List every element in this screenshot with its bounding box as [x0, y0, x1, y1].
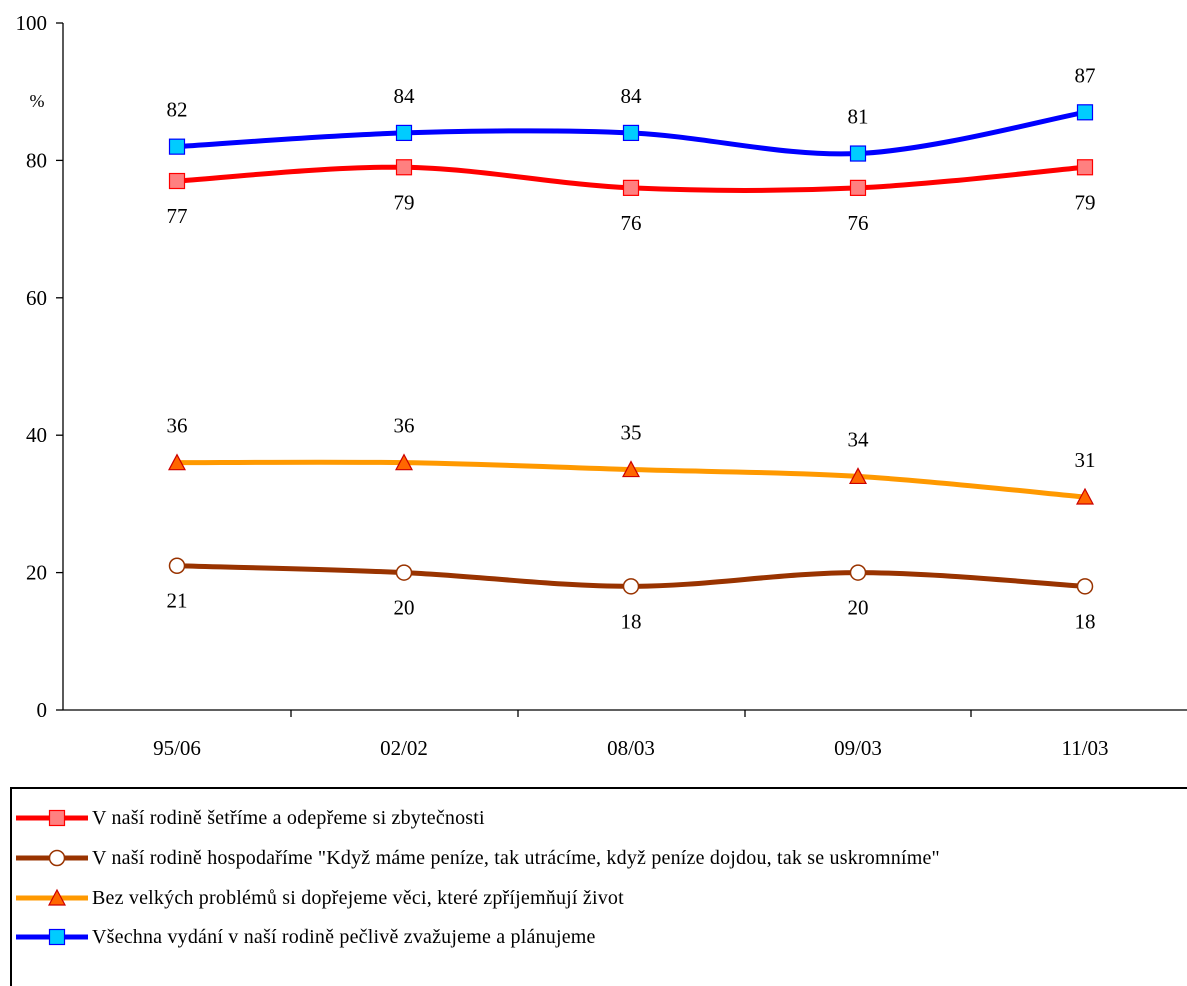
- legend-label: V naší rodině hospodaříme "Když máme pen…: [92, 846, 940, 869]
- data-label-0-0: 77: [167, 204, 188, 228]
- y-unit-label: %: [30, 91, 45, 111]
- data-point-1-0: [168, 557, 186, 574]
- legend-swatch-marker: [48, 928, 66, 946]
- y-tick-label: 60: [26, 286, 47, 310]
- y-tick-label: 80: [26, 148, 47, 172]
- data-label-3-1: 84: [394, 84, 416, 108]
- legend-swatch-marker: [48, 809, 66, 827]
- data-point-2-2: [622, 460, 640, 478]
- x-tick-label: 08/03: [607, 736, 655, 760]
- y-tick-label: 20: [26, 561, 47, 585]
- data-point-2-3: [849, 467, 867, 485]
- chart-axes: 0 20 40 60 80 100 95/06 02/02 08/03 09/03 11/03%: [16, 11, 1187, 760]
- data-label-1-2: 18: [621, 609, 642, 633]
- legend-label: Všechna vydání v naší rodině pečlivě zva…: [92, 925, 596, 948]
- legend-swatch: [16, 849, 88, 867]
- data-label-2-1: 36: [394, 414, 415, 438]
- data-point-0-2: [622, 179, 640, 196]
- data-point-3-2: [622, 124, 640, 142]
- legend-label: Bez velkých problémů si dopřejeme věci, …: [92, 886, 624, 909]
- data-label-1-3: 20: [848, 596, 869, 620]
- data-point-3-0: [168, 138, 186, 155]
- x-tick-label: 09/03: [834, 736, 882, 760]
- data-point-0-3: [849, 179, 867, 196]
- data-point-1-4: [1076, 578, 1094, 595]
- chart-legend: V naší rodině šetříme a odepřeme si zbyt…: [10, 787, 1187, 986]
- data-label-2-4: 31: [1075, 448, 1096, 472]
- data-label-2-3: 34: [848, 427, 870, 451]
- y-tick-label: 100: [16, 11, 48, 35]
- data-label-1-4: 18: [1075, 609, 1096, 633]
- data-label-2-2: 35: [621, 421, 642, 445]
- legend-swatch: [16, 928, 88, 946]
- chart-series-markers: [168, 104, 1094, 595]
- chart-data-labels: 77 79 76 76 79 21 20 18 20 18 36 36 35 34 31 82 84 84 81 87: [167, 63, 1096, 633]
- x-tick-label: 11/03: [1061, 736, 1108, 760]
- legend-swatch-marker: [48, 849, 66, 867]
- data-point-2-0: [168, 453, 186, 471]
- data-point-2-1: [395, 453, 413, 471]
- data-point-1-1: [395, 564, 413, 581]
- data-label-3-2: 84: [621, 84, 643, 108]
- legend-swatch-marker: [48, 888, 66, 906]
- x-tick-label: 95/06: [153, 736, 201, 760]
- data-point-0-1: [395, 159, 413, 176]
- legend-item-1: V naší rodině hospodaříme "Když máme pen…: [12, 841, 940, 875]
- data-point-3-3: [849, 145, 867, 162]
- data-point-3-4: [1076, 104, 1094, 121]
- legend-swatch: [16, 888, 88, 906]
- data-point-3-1: [395, 124, 413, 142]
- legend-label: V naší rodině šetříme a odepřeme si zbyt…: [92, 806, 485, 829]
- data-label-1-1: 20: [394, 596, 415, 620]
- data-label-1-0: 21: [167, 589, 188, 613]
- legend-item-2: Bez velkých problémů si dopřejeme věci, …: [12, 881, 624, 915]
- legend-swatch: [16, 809, 88, 827]
- data-point-0-4: [1076, 159, 1094, 176]
- data-point-1-3: [849, 564, 867, 581]
- y-tick-label: 40: [26, 423, 47, 447]
- data-point-0-0: [168, 172, 186, 190]
- x-tick-label: 02/02: [380, 736, 428, 760]
- data-point-1-2: [622, 578, 640, 595]
- line-chart: 0 20 40 60 80 100 95/06 02/02 08/03 09/03 11/03% 7…: [16, 11, 1187, 760]
- data-label-3-3: 81: [848, 105, 869, 129]
- legend-item-0: V naší rodině šetříme a odepřeme si zbyt…: [12, 801, 485, 835]
- data-label-0-2: 76: [621, 211, 642, 235]
- data-label-3-0: 82: [167, 98, 188, 122]
- data-label-0-4: 79: [1075, 190, 1096, 214]
- y-tick-label: 0: [37, 698, 48, 722]
- data-label-0-1: 79: [394, 190, 415, 214]
- legend-item-3: Všechna vydání v naší rodině pečlivě zva…: [12, 920, 596, 954]
- data-label-2-0: 36: [167, 414, 188, 438]
- data-point-2-4: [1076, 487, 1094, 505]
- data-label-0-3: 76: [848, 211, 869, 235]
- data-label-3-4: 87: [1075, 63, 1096, 87]
